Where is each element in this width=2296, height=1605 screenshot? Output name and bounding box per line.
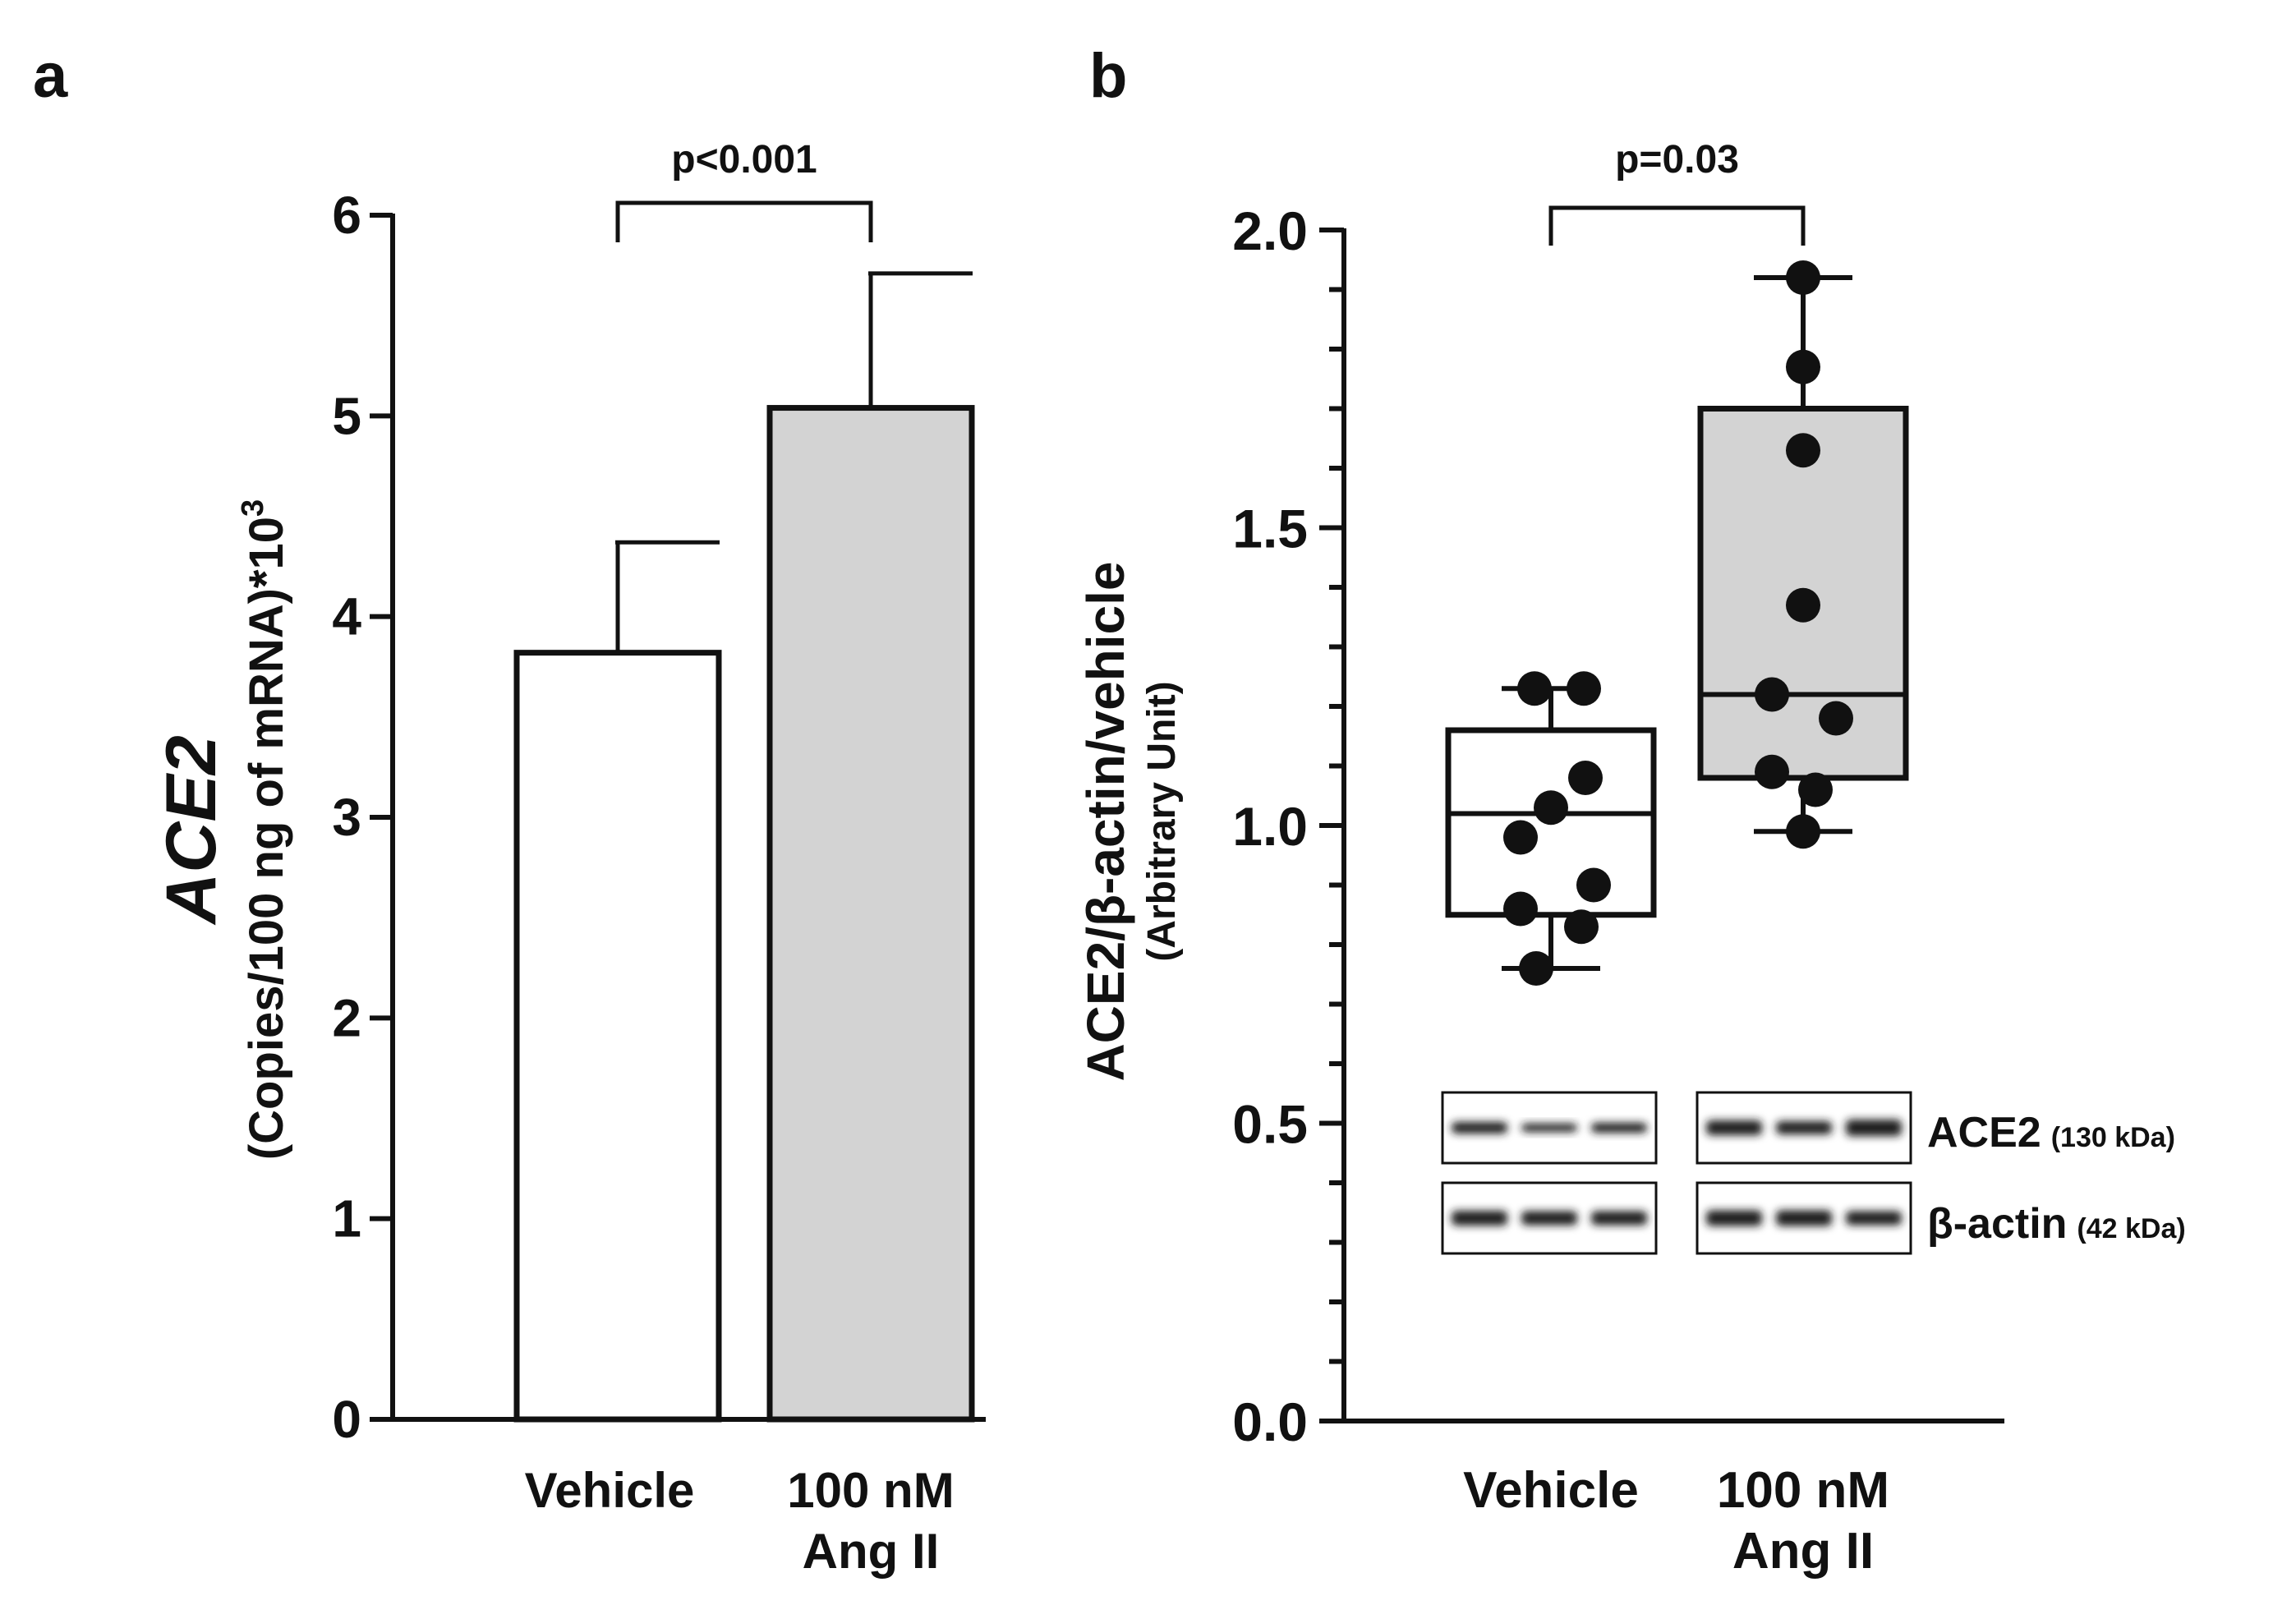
panel-b-axes: 0.0 0.5 1.0 1.5 2.0: [1232, 200, 2004, 1452]
panel-b-category-label: 100 nM: [1717, 1462, 1889, 1519]
blot-label-actin: β-actin (42 kDa): [1927, 1200, 2186, 1248]
panel-a-axes: 0 1 2 3 4 5 6: [332, 186, 986, 1449]
panel-a-category-label: Vehicle: [525, 1463, 695, 1518]
panel-b-ytick-label: 0.0: [1232, 1391, 1308, 1452]
panel-b-box: [1445, 727, 1657, 918]
panel-a-significance-bracket: [615, 200, 873, 242]
blot-band: [1706, 1120, 1762, 1135]
panel-b-category-label: Ang II: [1732, 1523, 1874, 1580]
blot-bands: [1452, 1120, 1902, 1226]
panel-a-ytick-label: 6: [332, 186, 361, 245]
panel-b-letter: b: [1089, 41, 1127, 111]
panel-b-ylabel-sub: (Arbitrary Unit): [1140, 681, 1184, 961]
panel-b-category-label: Vehicle: [1463, 1462, 1639, 1519]
panel-b-data-point: [1798, 772, 1833, 807]
blot-band: [1846, 1211, 1902, 1226]
panel-a-bar: [766, 405, 975, 1423]
panel-b-data-point: [1819, 701, 1853, 736]
panel-b-ytick-label: 1.5: [1232, 499, 1308, 559]
panel-b-data-point: [1786, 260, 1820, 295]
panel-b-data-point: [1503, 820, 1538, 855]
blot-band: [1846, 1120, 1902, 1136]
panel-a-significance-label: p<0.001: [671, 138, 817, 182]
panel-b-significance-bracket: [1548, 205, 1806, 246]
panel-a-ytick-label: 0: [332, 1390, 361, 1449]
panel-b-data-point: [1786, 587, 1820, 623]
blot-band: [1706, 1210, 1762, 1226]
blot-band: [1521, 1124, 1577, 1132]
panel-b-ytick-label: 1.0: [1232, 796, 1308, 857]
panel-b-data-point: [1755, 677, 1789, 712]
panel-a-ytick-label: 3: [332, 788, 361, 847]
blot-band: [1521, 1211, 1577, 1226]
panel-b-data-point: [1568, 761, 1603, 795]
panel-b: b ACE2/β-actin/vehicle (Arbitrary Unit) …: [1076, 41, 2186, 1580]
panel-b-ytick-label: 0.5: [1232, 1094, 1308, 1155]
panel-b-data-point: [1755, 754, 1789, 789]
blot-band: [1452, 1122, 1507, 1134]
panel-b-data-point: [1786, 433, 1820, 468]
panel-a-ytick-label: 4: [332, 587, 361, 646]
panel-a: a ACE2 (Copies/100 ng of mRNA)*103 0 1 2 3 4…: [33, 41, 986, 1579]
blot-band: [1452, 1211, 1507, 1226]
panel-a-category-label: 100 nM: [787, 1463, 954, 1518]
panel-a-ytick-label: 5: [332, 386, 361, 445]
panel-b-data-point: [1534, 790, 1568, 825]
blot-band: [1776, 1210, 1832, 1226]
western-blot-inset: ACE2 (130 kDa) β-actin (42 kDa): [1441, 1091, 2186, 1255]
panel-a-ylabel-main: ACE2: [152, 735, 231, 925]
panel-b-data-point: [1517, 671, 1552, 706]
panel-a-ytick-label: 1: [332, 1189, 361, 1249]
blot-band: [1591, 1211, 1647, 1226]
panel-b-ylabel-main: ACE2/β-actin/vehicle: [1076, 561, 1135, 1081]
blot-band: [1591, 1123, 1647, 1133]
panel-b-data-point: [1786, 814, 1820, 849]
panel-a-plot-area: Vehicle 100 nM Ang II p<0.001: [513, 138, 975, 1579]
panel-b-data-point: [1564, 909, 1599, 945]
panel-a-category-label: Ang II: [803, 1524, 940, 1579]
panel-b-ytick-label: 2.0: [1232, 200, 1308, 261]
blot-band: [1776, 1121, 1832, 1134]
panel-b-data-point: [1567, 671, 1601, 706]
panel-b-data-point: [1576, 867, 1611, 903]
panel-b-y-axis-label: ACE2/β-actin/vehicle (Arbitrary Unit): [1076, 561, 1184, 1081]
panel-a-bar: [513, 650, 722, 1423]
blot-label-ace2: ACE2 (130 kDa): [1927, 1109, 2175, 1157]
panel-a-y-axis-label: ACE2 (Copies/100 ng of mRNA)*103: [152, 499, 293, 1160]
panel-a-letter: a: [33, 41, 68, 111]
panel-b-significance-label: p=0.03: [1615, 138, 1739, 182]
panel-b-data-point: [1786, 349, 1820, 384]
panel-a-ylabel-sub: (Copies/100 ng of mRNA)*103: [236, 499, 293, 1160]
panel-a-ytick-label: 2: [332, 988, 361, 1047]
panel-b-data-point: [1503, 891, 1538, 927]
panel-b-data-point: [1519, 951, 1553, 986]
